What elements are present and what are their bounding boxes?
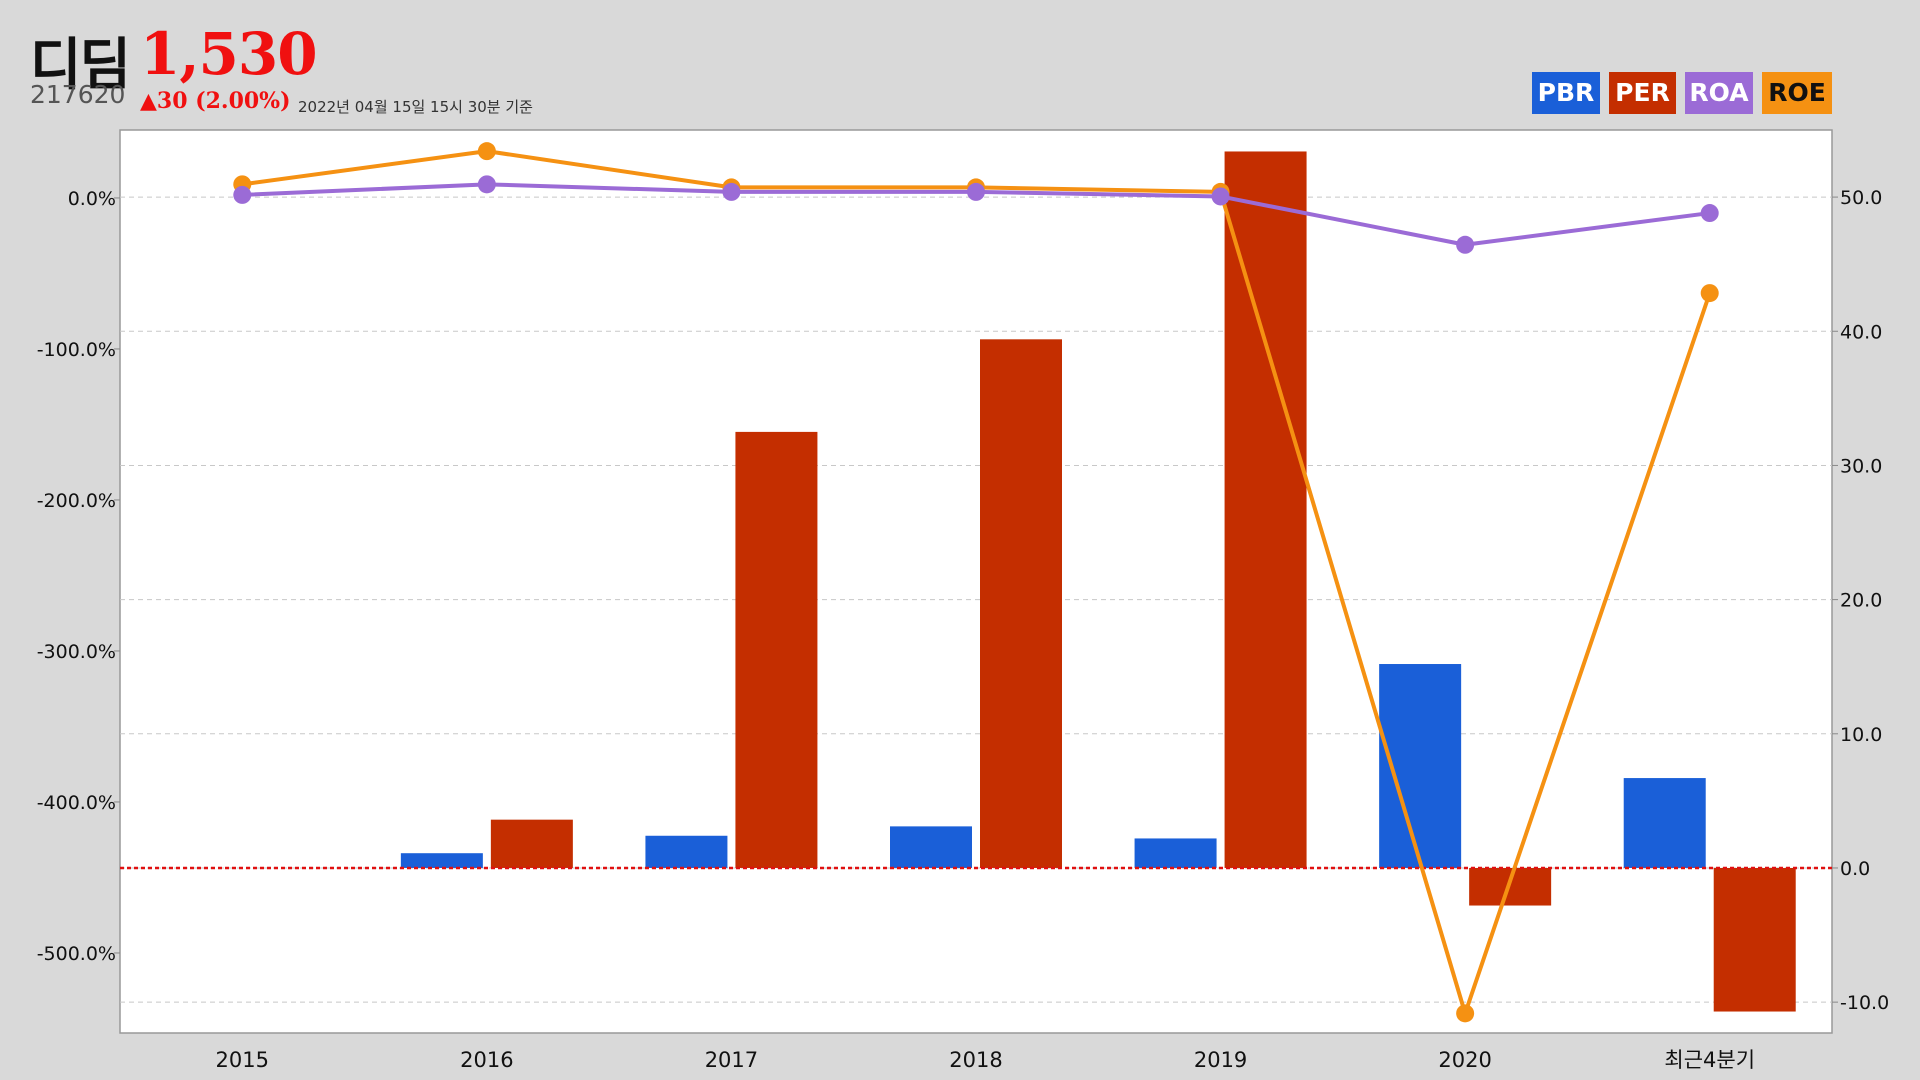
right-tick-label: 30.0	[1840, 455, 1882, 477]
bar-pbr	[400, 853, 483, 868]
stock-price: 1,530	[140, 20, 318, 88]
bar-pbr	[890, 826, 972, 868]
right-tick-label: 20.0	[1840, 590, 1882, 612]
x-tick-label: 2016	[460, 1048, 513, 1072]
left-tick-label: -200.0%	[37, 490, 116, 512]
bar-per	[735, 431, 818, 868]
x-tick-label: 2015	[216, 1048, 269, 1072]
plot-area	[119, 129, 1833, 1034]
timestamp: 2022년 04월 15일 15시 30분 기준	[298, 98, 533, 116]
point-roa	[1456, 235, 1475, 254]
right-tick-label: 40.0	[1840, 321, 1882, 343]
x-tick-label: 2020	[1438, 1048, 1491, 1072]
legend-pbr[interactable]: PBR	[1532, 72, 1600, 114]
point-roe	[477, 142, 496, 161]
right-tick-label: -10.0	[1840, 992, 1889, 1014]
stock-code: 217620	[30, 80, 126, 109]
left-tick-label: -500.0%	[37, 943, 116, 965]
x-tick-label: 2019	[1194, 1048, 1247, 1072]
right-tick-label: 0.0	[1840, 858, 1870, 880]
left-tick-label: -100.0%	[37, 339, 116, 361]
point-roa	[1211, 187, 1230, 206]
point-roe	[1456, 1004, 1475, 1023]
bar-per	[490, 819, 573, 868]
bar-per	[1224, 151, 1307, 868]
legend-roe[interactable]: ROE	[1762, 72, 1832, 114]
point-roa	[967, 182, 985, 201]
legend-per[interactable]: PER	[1609, 72, 1676, 114]
right-tick-label: 50.0	[1840, 187, 1882, 209]
bar-per	[980, 339, 1062, 868]
x-tick-label: 최근4분기	[1664, 1048, 1755, 1072]
left-tick-label: 0.0%	[68, 188, 116, 210]
right-tick-label: 10.0	[1840, 724, 1882, 746]
point-roa	[477, 175, 496, 194]
left-tick-label: -400.0%	[37, 792, 116, 814]
left-tick-label: -300.0%	[37, 641, 116, 663]
point-roa	[1700, 204, 1719, 223]
bar-pbr	[1134, 838, 1217, 868]
legend-roa[interactable]: ROA	[1685, 72, 1753, 114]
company-name: 디딤	[30, 33, 131, 98]
point-roa	[233, 185, 252, 204]
x-tick-label: 2018	[949, 1048, 1002, 1072]
bar-per	[1713, 867, 1796, 1012]
bar-pbr	[1623, 778, 1706, 868]
price-change: ▲30 (2.00%)	[140, 88, 291, 114]
x-tick-label: 2017	[705, 1048, 758, 1072]
point-roe	[1700, 284, 1719, 303]
point-roa	[722, 182, 741, 201]
bar-pbr	[645, 835, 728, 868]
